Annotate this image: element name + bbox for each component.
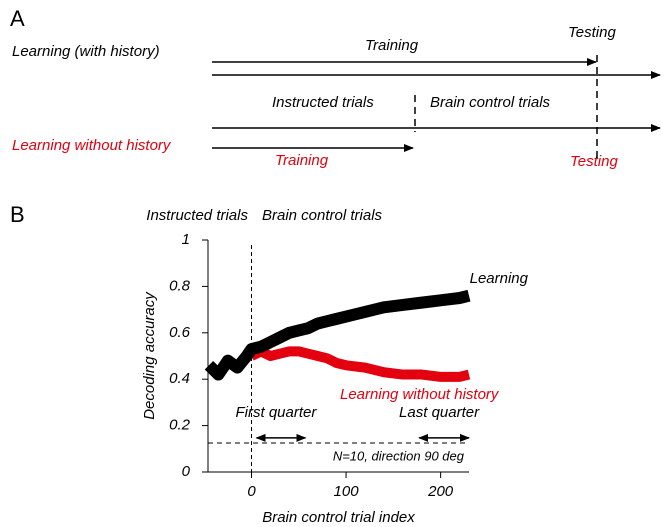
y-tick-label: 0.6 bbox=[169, 324, 191, 341]
series-line bbox=[249, 346, 471, 382]
x-tick-label: 100 bbox=[334, 483, 360, 500]
label: Learning without history bbox=[12, 137, 172, 154]
y-tick-label: 0 bbox=[182, 463, 191, 480]
x-axis-label: Brain control trial index bbox=[262, 509, 415, 526]
y-tick-label: 0.8 bbox=[169, 277, 191, 294]
label: Training bbox=[275, 152, 329, 169]
label: Training bbox=[365, 37, 419, 54]
series-label: Learning bbox=[470, 270, 529, 287]
phase-label: Brain control trials bbox=[262, 207, 383, 224]
label: Instructed trials bbox=[272, 94, 374, 111]
series-line bbox=[204, 289, 471, 381]
phase-label: Instructed trials bbox=[146, 207, 248, 224]
label: Testing bbox=[570, 153, 618, 170]
panel-label: A bbox=[10, 6, 25, 31]
label: Brain control trials bbox=[430, 94, 551, 111]
y-tick-label: 0.4 bbox=[169, 370, 190, 387]
label: Testing bbox=[568, 24, 616, 41]
x-tick-label: 0 bbox=[247, 483, 256, 500]
series-label: Learning without history bbox=[340, 386, 500, 403]
y-axis-label: Decoding accuracy bbox=[141, 291, 158, 420]
timeline-arrows bbox=[212, 55, 661, 160]
panel-label: B bbox=[10, 202, 25, 227]
y-tick-label: 1 bbox=[182, 231, 190, 248]
label: Learning (with history) bbox=[12, 43, 160, 60]
chance-note: N=10, direction 90 deg bbox=[333, 448, 465, 463]
quarter-label: First quarter bbox=[236, 404, 318, 421]
x-tick-label: 200 bbox=[427, 483, 454, 500]
y-tick-label: 0.2 bbox=[169, 417, 191, 434]
quarter-label: Last quarter bbox=[399, 404, 480, 421]
